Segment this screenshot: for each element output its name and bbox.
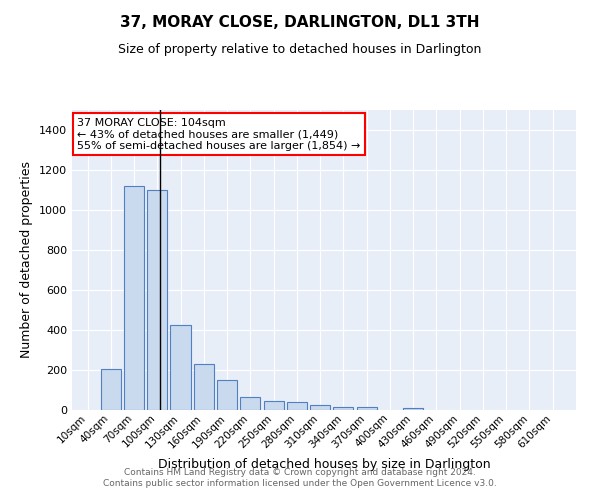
Y-axis label: Number of detached properties: Number of detached properties bbox=[20, 162, 34, 358]
Bar bbox=[101, 368, 121, 410]
Bar bbox=[240, 398, 260, 410]
Bar bbox=[263, 401, 284, 410]
Bar bbox=[403, 408, 423, 410]
Bar bbox=[287, 402, 307, 410]
Bar bbox=[170, 324, 191, 410]
Text: Size of property relative to detached houses in Darlington: Size of property relative to detached ho… bbox=[118, 42, 482, 56]
X-axis label: Distribution of detached houses by size in Darlington: Distribution of detached houses by size … bbox=[158, 458, 490, 471]
Bar bbox=[334, 407, 353, 410]
Text: 37, MORAY CLOSE, DARLINGTON, DL1 3TH: 37, MORAY CLOSE, DARLINGTON, DL1 3TH bbox=[120, 15, 480, 30]
Bar bbox=[217, 380, 237, 410]
Bar bbox=[310, 405, 330, 410]
Bar bbox=[194, 364, 214, 410]
Bar bbox=[124, 186, 144, 410]
Bar bbox=[147, 190, 167, 410]
Text: 37 MORAY CLOSE: 104sqm
← 43% of detached houses are smaller (1,449)
55% of semi-: 37 MORAY CLOSE: 104sqm ← 43% of detached… bbox=[77, 118, 361, 150]
Text: Contains HM Land Registry data © Crown copyright and database right 2024.
Contai: Contains HM Land Registry data © Crown c… bbox=[103, 468, 497, 487]
Bar bbox=[356, 407, 377, 410]
